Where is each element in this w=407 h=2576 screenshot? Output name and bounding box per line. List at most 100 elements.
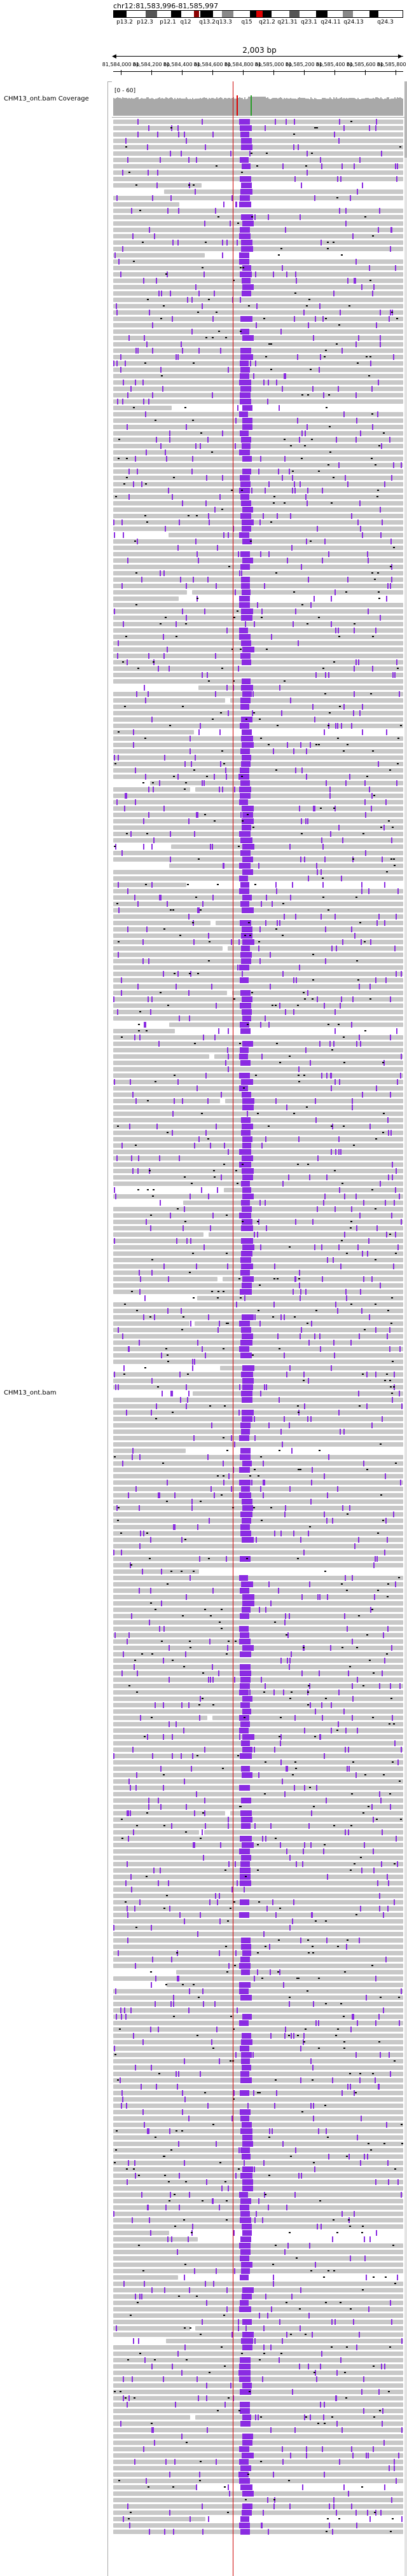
ruler-tick <box>212 70 213 75</box>
read <box>113 1499 403 1504</box>
coverage-bar <box>242 98 243 116</box>
alignment-track-name[interactable]: CHM13_ont.bam <box>4 1389 57 1396</box>
coverage-bar <box>273 98 275 116</box>
insertion-block <box>239 380 251 385</box>
insertion-mark <box>121 990 122 996</box>
deletion-mark <box>328 394 330 396</box>
insertion-mark <box>202 1829 203 1835</box>
insertion-mark <box>188 990 190 996</box>
insertion-mark <box>261 2523 263 2528</box>
coverage-bar <box>294 99 295 116</box>
coverage-bar <box>299 97 300 116</box>
coverage-bar <box>134 99 135 116</box>
insertion-block <box>240 564 250 570</box>
insertion-block <box>239 532 249 538</box>
coverage-histogram[interactable] <box>113 95 403 116</box>
deletion-mark <box>225 337 227 338</box>
deletion-mark <box>204 1609 206 1610</box>
insertion-block <box>240 990 251 996</box>
insertion-block <box>241 1079 253 1085</box>
read <box>113 1417 403 1421</box>
coverage-track-name[interactable]: CHM13_ont.bam Coverage <box>4 95 89 102</box>
deletion-mark <box>357 979 359 981</box>
deletion-mark <box>263 1691 265 1693</box>
insertion-mark <box>285 373 286 379</box>
deletion-mark <box>276 1043 278 1044</box>
insertion-mark <box>182 348 183 354</box>
insertion-mark <box>160 1804 162 1810</box>
insertion-mark <box>314 195 315 201</box>
insertion-block <box>242 558 253 563</box>
read <box>113 380 403 385</box>
insertion-mark <box>172 494 173 500</box>
insertion-mark <box>133 1829 134 1835</box>
read <box>113 514 403 518</box>
read <box>113 1639 403 1644</box>
insertion-mark <box>131 1613 132 1619</box>
deletion-mark <box>362 1685 364 1686</box>
insertion-mark <box>127 926 128 932</box>
insertion-mark <box>212 895 214 900</box>
insertion-mark <box>321 163 322 169</box>
deletion-mark <box>389 1723 390 1725</box>
deletion-mark <box>256 165 258 167</box>
deletion-mark <box>350 1304 352 1305</box>
deletion-mark <box>230 2016 232 2017</box>
insertion-mark <box>260 1244 261 1250</box>
insertion-mark <box>116 361 118 366</box>
scrollbar-track[interactable] <box>404 81 407 2576</box>
insertion-mark <box>127 2179 128 2185</box>
alignment-reads[interactable] <box>112 118 404 2573</box>
deletion-mark <box>217 2410 219 2411</box>
insertion-mark <box>361 882 362 888</box>
coverage-bar <box>308 99 309 116</box>
deletion-mark <box>217 1297 219 1298</box>
read <box>113 2517 205 2521</box>
insertion-mark <box>186 424 187 430</box>
insertion-mark <box>367 2510 368 2516</box>
insertion-mark <box>118 755 119 761</box>
insertion-mark <box>312 704 314 710</box>
read <box>113 984 403 989</box>
read <box>113 1156 403 1161</box>
insertion-mark <box>307 151 308 156</box>
deletion-mark <box>185 623 187 624</box>
coverage-bar <box>345 99 346 116</box>
scrollbar-thumb[interactable] <box>404 81 407 158</box>
insertion-mark <box>235 2052 237 2058</box>
deletion-mark <box>329 451 331 453</box>
insertion-block <box>240 227 250 233</box>
read <box>113 2256 403 2261</box>
insertion-mark <box>324 539 326 544</box>
deletion-mark <box>261 1978 263 1979</box>
read <box>113 1251 403 1256</box>
read <box>113 291 403 296</box>
insertion-mark <box>289 1486 291 1492</box>
insertion-mark <box>137 1670 138 1676</box>
insertion-mark <box>192 1365 193 1371</box>
insertion-mark <box>192 2224 193 2229</box>
insertion-mark <box>369 125 370 131</box>
chromosome-ideogram[interactable] <box>113 10 403 18</box>
read <box>232 991 403 995</box>
coverage-bar <box>174 98 176 116</box>
insertion-mark <box>381 1861 382 1867</box>
read <box>113 158 403 162</box>
insertion-mark <box>343 1429 345 1435</box>
insertion-mark <box>254 1232 255 1237</box>
deletion-mark <box>202 1812 204 1814</box>
deletion-mark <box>333 2219 335 2221</box>
insertion-block <box>242 1384 253 1390</box>
insertion-mark <box>188 1391 190 1396</box>
insertion-mark <box>147 1734 148 1740</box>
insertion-block <box>241 1486 250 1492</box>
insertion-mark <box>127 1639 128 1644</box>
insertion-mark <box>121 977 122 983</box>
insertion-mark <box>239 570 240 576</box>
deletion-mark <box>237 1755 239 1756</box>
insertion-mark <box>267 399 268 404</box>
deletion-mark <box>272 2264 274 2265</box>
deletion-mark <box>356 1647 358 1648</box>
insertion-mark <box>124 806 125 811</box>
insertion-mark <box>182 1098 183 1104</box>
